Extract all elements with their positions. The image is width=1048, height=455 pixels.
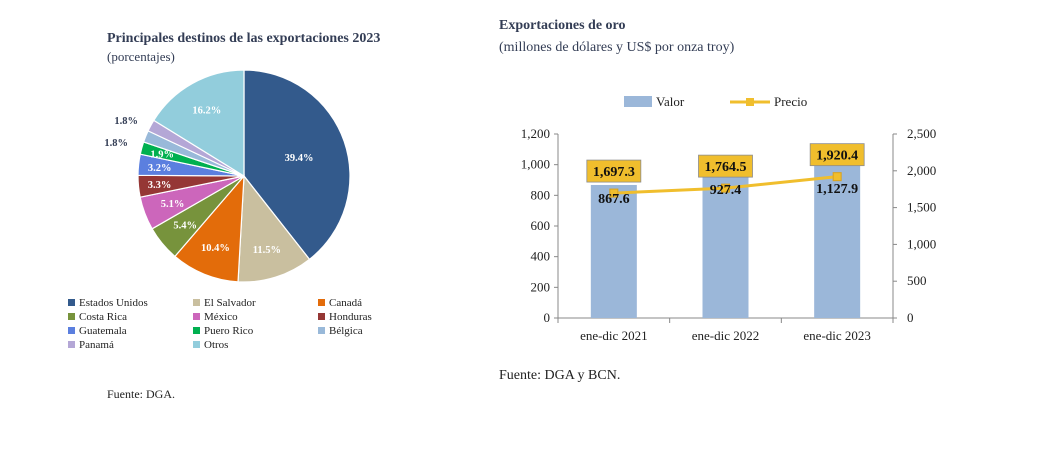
legend-swatch bbox=[318, 313, 325, 320]
pie-data-label: 1.8% bbox=[114, 116, 138, 127]
legend-item: Puero Rico bbox=[193, 324, 318, 337]
legend-label: Otros bbox=[204, 338, 229, 351]
pie-data-label: 5.1% bbox=[161, 199, 185, 210]
pie-slice bbox=[152, 69, 245, 178]
pie-chart-subtitle: (porcentajes) bbox=[107, 49, 175, 64]
right-tick-label: 0 bbox=[907, 310, 914, 325]
left-tick-label: 200 bbox=[531, 279, 551, 294]
legend-label: Costa Rica bbox=[79, 310, 127, 323]
pie-chart-title: Principales destinos de las exportacione… bbox=[107, 31, 381, 46]
bar bbox=[702, 175, 749, 318]
legend-label: Puero Rico bbox=[204, 324, 254, 337]
legend-label: Honduras bbox=[329, 310, 372, 323]
left-tick-label: 0 bbox=[544, 310, 551, 325]
legend-item: El Salvador bbox=[193, 296, 318, 309]
pie-data-label: 3.2% bbox=[148, 163, 172, 174]
pie-data-label: 16.2% bbox=[192, 105, 221, 116]
bar-chart-title: Exportaciones de oro bbox=[499, 18, 626, 33]
left-tick-label: 1,000 bbox=[521, 157, 550, 172]
pie-source-note: Fuente: DGA. bbox=[107, 387, 175, 401]
legend-marker-precio bbox=[746, 98, 754, 106]
x-tick-label: ene-dic 2023 bbox=[803, 328, 871, 343]
price-data-label: 1,764.5 bbox=[705, 160, 747, 175]
left-tick-label: 400 bbox=[531, 249, 551, 264]
legend-label: Estados Unidos bbox=[79, 296, 148, 309]
price-marker bbox=[721, 183, 730, 193]
legend-label: Bélgica bbox=[329, 324, 363, 337]
price-data-label: 1,920.4 bbox=[816, 149, 858, 164]
legend-swatch bbox=[68, 313, 75, 320]
pie-slice bbox=[243, 69, 351, 261]
pie-data-label: 39.4% bbox=[285, 153, 314, 164]
pie-data-label: 3.3% bbox=[148, 180, 172, 191]
legend-item: Costa Rica bbox=[68, 310, 193, 323]
left-tick-label: 1,200 bbox=[521, 126, 550, 141]
legend-item: Estados Unidos bbox=[68, 296, 193, 309]
right-tick-label: 2,500 bbox=[907, 126, 936, 141]
pie-data-label: 5.4% bbox=[173, 221, 197, 232]
price-label-box bbox=[698, 154, 753, 178]
pie-data-label: 1.9% bbox=[150, 150, 174, 161]
legend-label: Canadá bbox=[329, 296, 362, 309]
right-tick-label: 1,000 bbox=[907, 236, 936, 251]
pie-legend: Estados Unidos El Salvador Canadá Costa Ric… bbox=[68, 296, 398, 351]
right-tick-label: 2,000 bbox=[907, 163, 936, 178]
left-tick-label: 800 bbox=[531, 187, 551, 202]
left-tick-label: 600 bbox=[531, 218, 551, 233]
bar-chart-subtitle: (millones de dólares y US$ por onza troy… bbox=[499, 40, 735, 55]
legend-label: El Salvador bbox=[204, 296, 256, 309]
pie-slice bbox=[174, 174, 245, 283]
price-marker bbox=[609, 188, 619, 198]
legend-swatch bbox=[68, 327, 75, 334]
legend-item: Panamá bbox=[68, 338, 193, 351]
legend-label-precio: Precio bbox=[774, 94, 807, 109]
legend-swatch bbox=[193, 313, 200, 320]
legend-item: México bbox=[193, 310, 318, 323]
pie-data-label: 1.8% bbox=[104, 138, 128, 149]
x-tick-label: ene-dic 2021 bbox=[580, 328, 648, 343]
legend-swatch bbox=[318, 327, 325, 334]
legend-swatch bbox=[68, 341, 75, 348]
legend-swatch bbox=[68, 299, 75, 306]
bar-source-note: Fuente: DGA y BCN. bbox=[499, 368, 621, 383]
legend-swatch bbox=[193, 327, 200, 334]
value-data-label: 867.6 bbox=[598, 192, 630, 207]
right-tick-label: 1,500 bbox=[907, 200, 936, 215]
value-data-label: 927.4 bbox=[710, 183, 742, 198]
legend-label: Guatemala bbox=[79, 324, 127, 337]
bar bbox=[590, 184, 637, 318]
price-label-box bbox=[809, 143, 865, 167]
legend-label: Panamá bbox=[79, 338, 114, 351]
price-label-box bbox=[586, 159, 642, 183]
legend-item: Canadá bbox=[318, 296, 398, 309]
legend-item: Honduras bbox=[318, 310, 398, 323]
pie-data-label: 10.4% bbox=[201, 243, 230, 254]
legend-item: Bélgica bbox=[318, 324, 398, 337]
pie-data-label: 11.5% bbox=[253, 245, 281, 256]
price-marker bbox=[832, 172, 842, 182]
legend-item: Otros bbox=[193, 338, 318, 351]
legend-label-valor: Valor bbox=[656, 94, 685, 109]
x-tick-label: ene-dic 2022 bbox=[692, 328, 760, 343]
legend-swatch bbox=[318, 299, 325, 306]
pie-slice bbox=[237, 174, 311, 283]
right-tick-label: 500 bbox=[907, 273, 927, 288]
legend-swatch bbox=[193, 341, 200, 348]
price-data-label: 1,697.3 bbox=[593, 165, 635, 180]
legend-label: México bbox=[204, 310, 238, 323]
legend-swatch-valor bbox=[624, 96, 652, 107]
value-data-label: 1,127.9 bbox=[816, 182, 858, 197]
legend-item: Guatemala bbox=[68, 324, 193, 337]
bar bbox=[814, 145, 861, 318]
legend-swatch bbox=[193, 299, 200, 306]
